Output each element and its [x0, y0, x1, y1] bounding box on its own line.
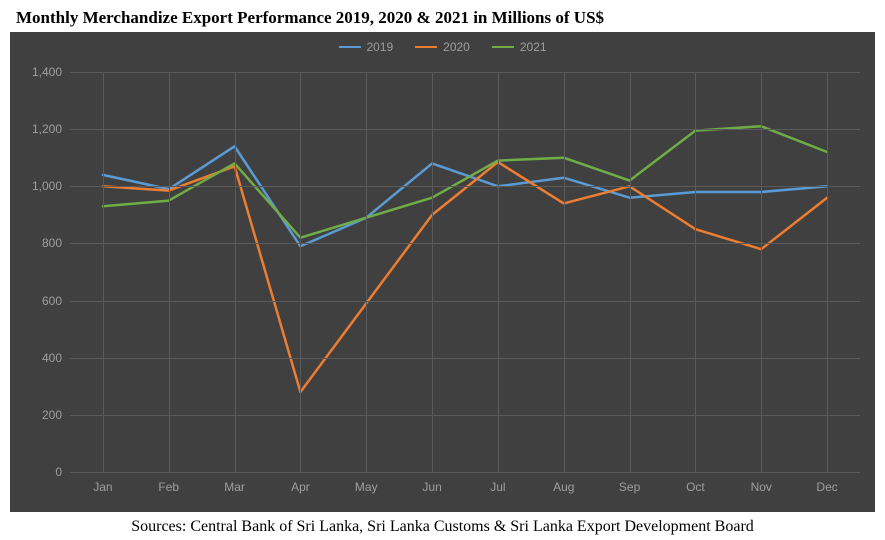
series-line — [103, 126, 827, 237]
legend-label: 2021 — [520, 40, 547, 54]
x-axis-label: Oct — [686, 480, 705, 494]
x-axis-label: Sep — [619, 480, 640, 494]
legend-item: 2020 — [415, 40, 470, 54]
grid-vline — [761, 72, 762, 472]
series-line — [103, 146, 827, 246]
grid-line — [70, 72, 860, 73]
x-axis-label: Jan — [93, 480, 112, 494]
legend-swatch — [492, 46, 514, 48]
x-axis-label: Jul — [490, 480, 505, 494]
x-axis-label: Dec — [816, 480, 837, 494]
y-axis-label: 1,200 — [20, 122, 62, 136]
grid-vline — [564, 72, 565, 472]
legend-item: 2021 — [492, 40, 547, 54]
grid-vline — [695, 72, 696, 472]
grid-line — [70, 472, 860, 473]
legend-swatch — [338, 46, 360, 48]
grid-vline — [498, 72, 499, 472]
chart-title: Monthly Merchandize Export Performance 2… — [0, 0, 885, 32]
chart-lines — [70, 72, 860, 472]
y-axis-label: 0 — [20, 465, 62, 479]
x-axis-label: Apr — [291, 480, 310, 494]
x-axis-label: May — [355, 480, 378, 494]
grid-vline — [366, 72, 367, 472]
x-axis-label: Feb — [158, 480, 179, 494]
grid-line — [70, 301, 860, 302]
x-axis-label: Jun — [422, 480, 441, 494]
x-axis-label: Mar — [224, 480, 245, 494]
grid-line — [70, 358, 860, 359]
grid-vline — [432, 72, 433, 472]
grid-vline — [630, 72, 631, 472]
chart-container: 2019 2020 2021 0 200 400 600 800 1,000 1,200 1,40… — [10, 32, 875, 512]
x-axis-label: Nov — [751, 480, 772, 494]
grid-line — [70, 243, 860, 244]
legend: 2019 2020 2021 — [338, 40, 546, 54]
y-axis-label: 200 — [20, 408, 62, 422]
y-axis-label: 800 — [20, 236, 62, 250]
legend-swatch — [415, 46, 437, 48]
legend-label: 2019 — [366, 40, 393, 54]
grid-line — [70, 129, 860, 130]
x-axis-label: Aug — [553, 480, 574, 494]
grid-line — [70, 415, 860, 416]
y-axis-label: 1,000 — [20, 179, 62, 193]
y-axis-label: 1,400 — [20, 65, 62, 79]
grid-line — [70, 186, 860, 187]
y-axis-label: 400 — [20, 351, 62, 365]
grid-vline — [827, 72, 828, 472]
legend-label: 2020 — [443, 40, 470, 54]
grid-vline — [235, 72, 236, 472]
legend-item: 2019 — [338, 40, 393, 54]
grid-vline — [169, 72, 170, 472]
grid-vline — [300, 72, 301, 472]
plot-area — [70, 72, 860, 472]
sources-caption: Sources: Central Bank of Sri Lanka, Sri … — [0, 518, 885, 536]
grid-vline — [103, 72, 104, 472]
y-axis-label: 600 — [20, 294, 62, 308]
